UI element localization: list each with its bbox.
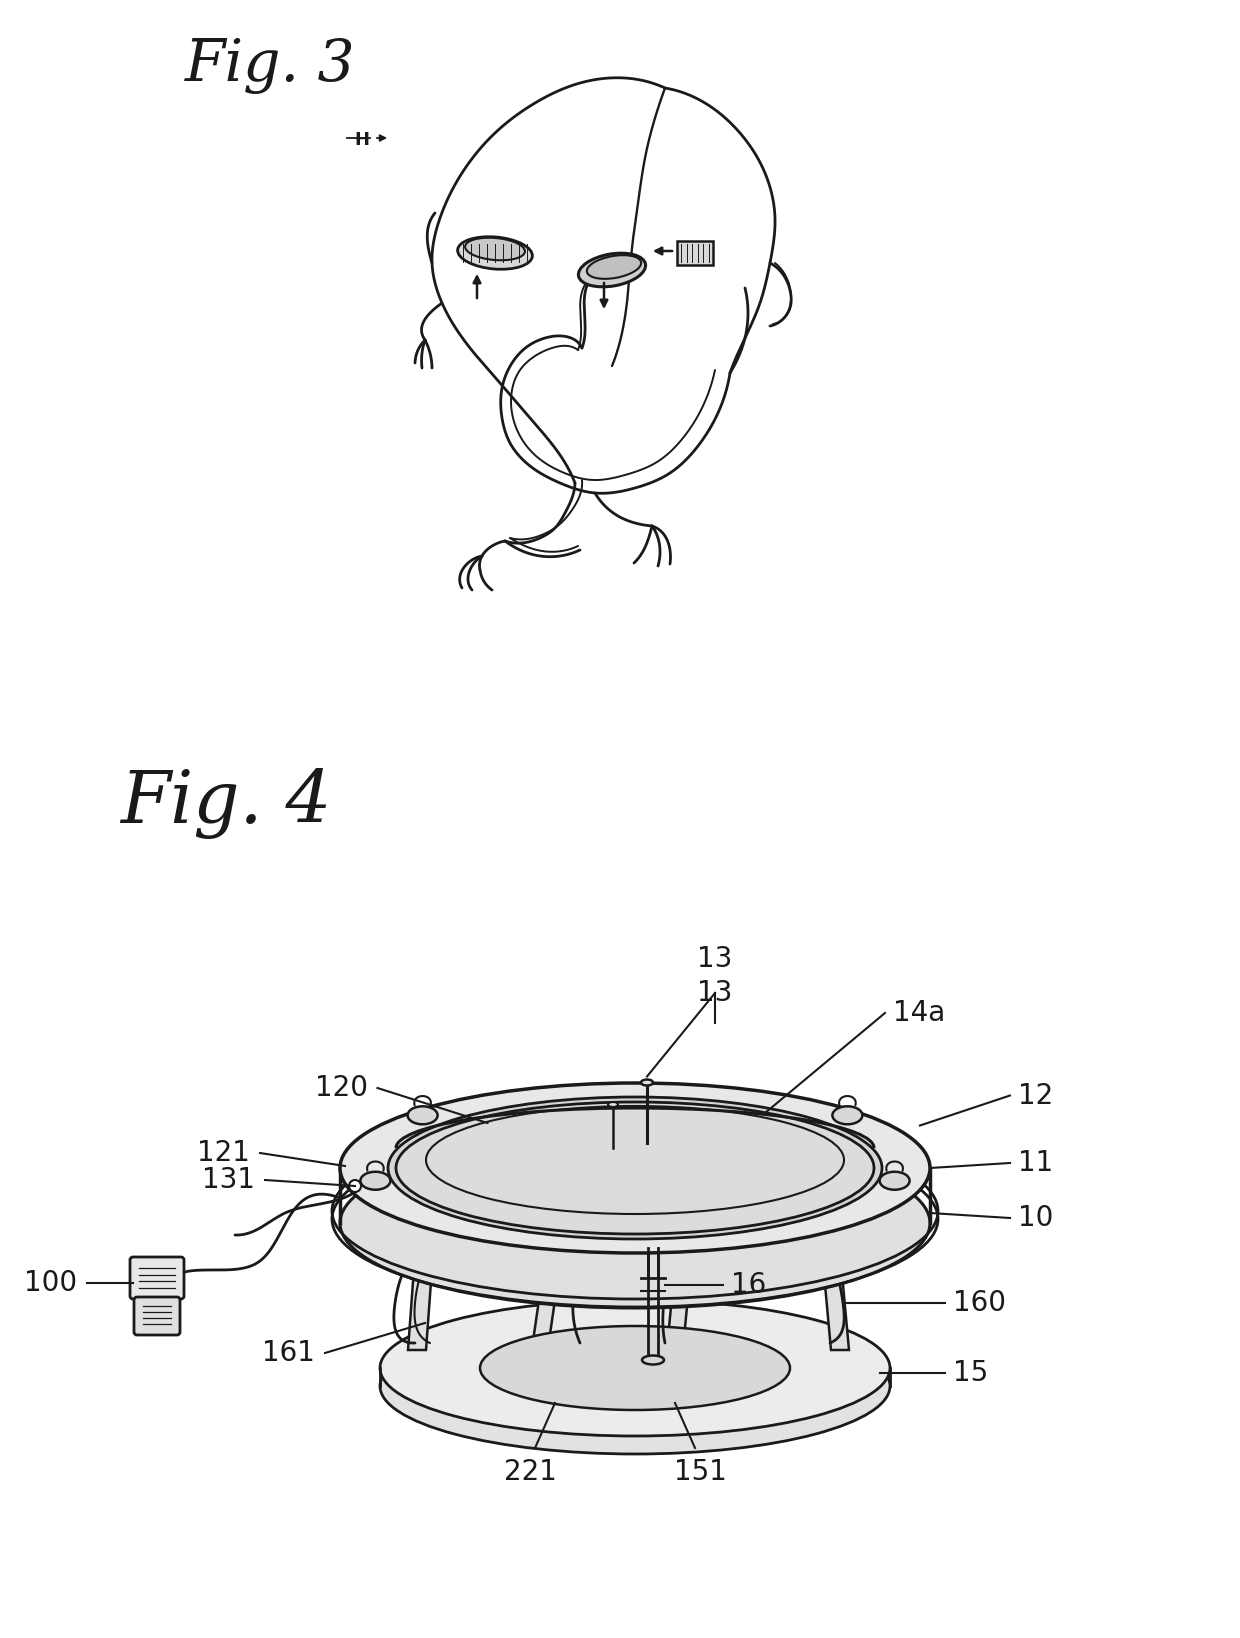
Text: Fig. 3: Fig. 3 (185, 38, 356, 95)
Ellipse shape (578, 254, 646, 287)
FancyBboxPatch shape (134, 1297, 180, 1335)
Text: 13: 13 (697, 980, 733, 1007)
Ellipse shape (608, 1102, 618, 1107)
Ellipse shape (379, 1319, 890, 1455)
Text: 12: 12 (1018, 1081, 1053, 1109)
Ellipse shape (644, 1214, 663, 1222)
Text: 100: 100 (24, 1269, 77, 1297)
Polygon shape (408, 1242, 434, 1350)
Text: 221: 221 (503, 1458, 557, 1486)
Text: 16: 16 (732, 1271, 766, 1299)
Ellipse shape (879, 1171, 910, 1189)
Text: 151: 151 (673, 1458, 727, 1486)
FancyBboxPatch shape (130, 1256, 184, 1299)
Ellipse shape (642, 1356, 663, 1364)
Text: 121: 121 (197, 1138, 250, 1166)
Polygon shape (667, 1245, 693, 1348)
Polygon shape (821, 1242, 849, 1350)
Text: 15: 15 (954, 1360, 988, 1387)
Text: 160: 160 (954, 1289, 1006, 1317)
Ellipse shape (641, 1079, 653, 1086)
Text: 161: 161 (262, 1338, 315, 1368)
Ellipse shape (340, 1083, 930, 1253)
Ellipse shape (388, 1097, 882, 1238)
Ellipse shape (458, 238, 532, 269)
Ellipse shape (340, 1138, 930, 1309)
Text: 13: 13 (697, 945, 733, 973)
Ellipse shape (465, 238, 525, 260)
Ellipse shape (408, 1106, 438, 1124)
Text: 14a: 14a (893, 999, 945, 1027)
Ellipse shape (480, 1327, 790, 1410)
Text: Fig. 4: Fig. 4 (120, 768, 331, 839)
Ellipse shape (396, 1102, 874, 1233)
Bar (677, 241, 713, 265)
Ellipse shape (587, 256, 641, 278)
Text: 131: 131 (202, 1166, 255, 1194)
Text: 120: 120 (315, 1075, 367, 1102)
Ellipse shape (379, 1301, 890, 1437)
Text: H: H (355, 131, 370, 149)
Circle shape (348, 1179, 361, 1192)
Ellipse shape (361, 1171, 391, 1189)
Polygon shape (532, 1245, 563, 1348)
Text: 10: 10 (1018, 1204, 1053, 1232)
Ellipse shape (832, 1106, 862, 1124)
Text: 11: 11 (1018, 1148, 1053, 1178)
